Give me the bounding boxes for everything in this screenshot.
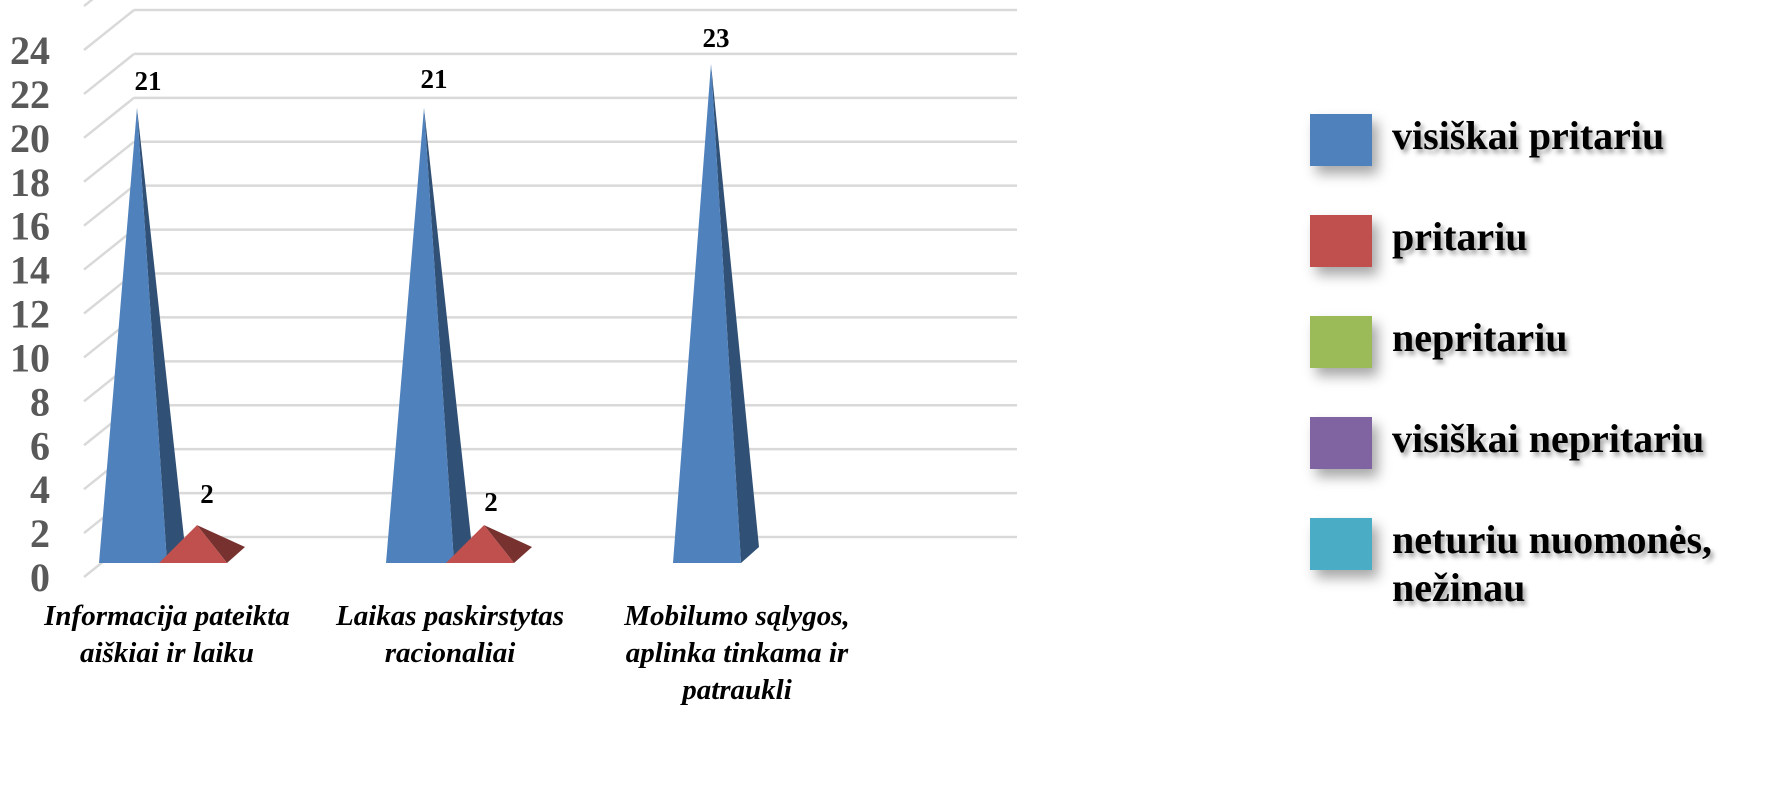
bar-pyramid-side bbox=[424, 107, 472, 563]
bar-pyramid bbox=[99, 107, 167, 563]
bar-pyramid-side bbox=[711, 63, 759, 563]
side-grid-line bbox=[83, 52, 135, 95]
legend-label: visiškai nepritariu bbox=[1392, 415, 1704, 463]
side-grid-line bbox=[83, 140, 135, 183]
legend-label-line: nežinau bbox=[1392, 565, 1526, 610]
y-tick-label: 4 bbox=[30, 467, 50, 512]
bar-pyramid-side bbox=[197, 525, 245, 563]
bar-pyramid bbox=[673, 63, 741, 563]
y-tick-label: 8 bbox=[30, 379, 50, 424]
side-grid-line bbox=[83, 0, 94, 8]
legend-item: visiškai nepritariu bbox=[1310, 415, 1760, 495]
legend-label: nepritariu bbox=[1392, 314, 1568, 362]
legend-label: neturiu nuomonės, nežinau bbox=[1392, 516, 1712, 612]
bar-pyramid bbox=[159, 525, 227, 563]
legend-label-line: neturiu nuomonės, bbox=[1392, 517, 1713, 562]
side-grid-line bbox=[83, 9, 135, 51]
y-tick-label: 22 bbox=[10, 72, 50, 117]
y-tick-label: 20 bbox=[10, 116, 50, 161]
y-tick-label: 14 bbox=[10, 248, 50, 293]
bar-pyramid-side bbox=[137, 107, 185, 563]
y-tick-label: 18 bbox=[10, 160, 50, 205]
x-category-label: Informacija pateikta aiškiai ir laiku bbox=[43, 600, 290, 669]
side-grid-line bbox=[83, 228, 135, 271]
legend-swatch bbox=[1310, 417, 1372, 469]
legend-label: pritariu bbox=[1392, 213, 1528, 261]
legend-item: pritariu bbox=[1310, 213, 1760, 293]
x-category-label: Laikas paskirstytas racionaliai bbox=[335, 600, 564, 669]
legend-item: neturiu nuomonės, nežinau bbox=[1310, 516, 1760, 616]
side-grid-line bbox=[83, 184, 135, 227]
legend-label-line: visiškai nepritariu bbox=[1392, 416, 1705, 461]
y-tick-label: 6 bbox=[30, 423, 50, 468]
bar-pyramid-side bbox=[484, 525, 532, 563]
legend-label-line: pritariu bbox=[1392, 214, 1528, 259]
legend-label-line: visiškai pritariu bbox=[1392, 113, 1665, 158]
x-category-label: Mobilumo sąlygos, aplinka tinkama ir patra… bbox=[623, 600, 850, 706]
data-label: 2 bbox=[200, 479, 214, 509]
y-tick-label: 10 bbox=[10, 335, 50, 380]
data-label: 23 bbox=[703, 23, 730, 53]
y-tick-label: 24 bbox=[10, 28, 50, 73]
data-label: 2 bbox=[484, 487, 498, 517]
y-tick-label: 12 bbox=[10, 292, 50, 337]
chart-legend: visiškai pritariu pritariu nepritariu visiš… bbox=[1310, 112, 1760, 637]
legend-item: nepritariu bbox=[1310, 314, 1760, 394]
legend-label-line: nepritariu bbox=[1392, 315, 1568, 360]
bar-pyramid bbox=[386, 107, 454, 563]
data-label: 21 bbox=[421, 64, 448, 94]
legend-item: visiškai pritariu bbox=[1310, 112, 1760, 192]
legend-swatch bbox=[1310, 316, 1372, 368]
y-tick-label: 16 bbox=[10, 204, 50, 249]
bar-pyramid bbox=[446, 525, 514, 563]
legend-label: visiškai pritariu bbox=[1392, 112, 1664, 160]
legend-swatch bbox=[1310, 215, 1372, 267]
y-tick-label: 0 bbox=[30, 555, 50, 600]
legend-swatch bbox=[1310, 518, 1372, 570]
legend-swatch bbox=[1310, 114, 1372, 166]
data-label: 21 bbox=[135, 66, 162, 96]
side-grid-line bbox=[83, 96, 135, 139]
y-tick-label: 2 bbox=[30, 511, 50, 556]
